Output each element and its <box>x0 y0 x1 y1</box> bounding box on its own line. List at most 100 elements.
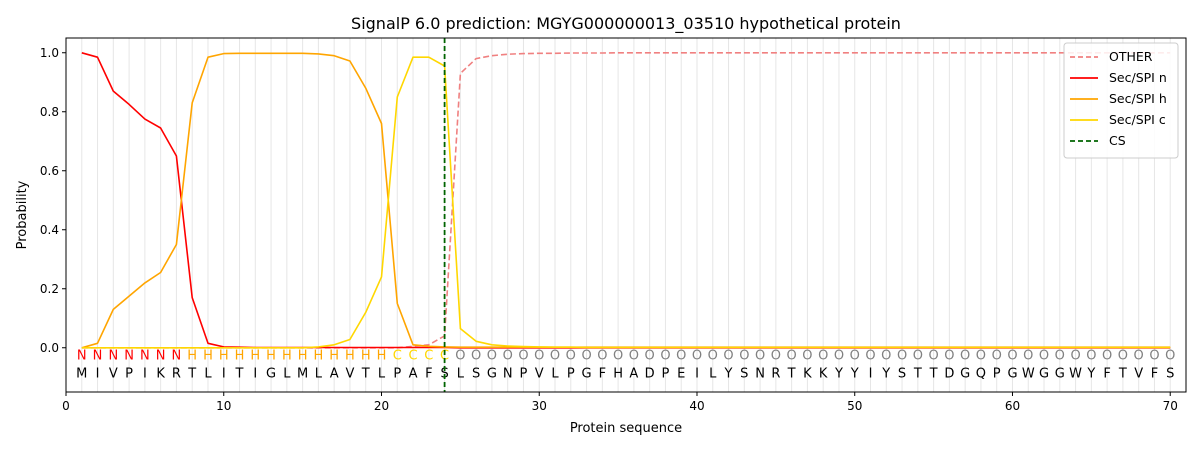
residue-letter: I <box>869 366 873 381</box>
residue-letter: L <box>204 366 212 381</box>
residue-label: O <box>645 349 655 364</box>
residue-letter: T <box>787 366 796 381</box>
residue-letter: L <box>378 366 386 381</box>
y-tick-label: 0.8 <box>40 105 59 119</box>
residue-letter: K <box>819 366 828 381</box>
residue-label: O <box>834 349 844 364</box>
residue-letter: M <box>297 366 308 381</box>
residue-letter: I <box>695 366 699 381</box>
residue-label: O <box>1055 349 1065 364</box>
residue-label: O <box>1086 349 1096 364</box>
residue-letter: I <box>143 366 147 381</box>
y-axis-ticks: 0.0 0.2 0.4 0.6 0.8 1.0 <box>40 46 66 355</box>
residue-label: H <box>298 349 308 364</box>
legend-label: Sec/SPI h <box>1109 91 1167 106</box>
residue-letter: A <box>409 366 418 381</box>
residue-letter: L <box>551 366 559 381</box>
residue-letter: L <box>315 366 323 381</box>
residue-letter: T <box>929 366 938 381</box>
residue-label: O <box>629 349 639 364</box>
residue-label: H <box>345 349 355 364</box>
residue-label: O <box>597 349 607 364</box>
x-tick-label: 50 <box>847 399 862 413</box>
residue-label: H <box>314 349 324 364</box>
residue-label: O <box>928 349 938 364</box>
residue-label: O <box>739 349 749 364</box>
residue-letter: Y <box>724 366 733 381</box>
residue-letter: W <box>1022 366 1035 381</box>
residue-label: O <box>771 349 781 364</box>
grid-lines <box>81 38 1171 392</box>
residue-label: H <box>377 349 387 364</box>
residue-label: O <box>1102 349 1112 364</box>
y-axis-label: Probability <box>15 180 30 249</box>
residue-letter: D <box>944 366 954 381</box>
residue-label: N <box>93 349 103 364</box>
residue-label: N <box>172 349 182 364</box>
x-tick-label: 20 <box>374 399 389 413</box>
residue-label: O <box>613 349 623 364</box>
residue-label: H <box>187 349 197 364</box>
residue-label: N <box>156 349 166 364</box>
residue-letter: W <box>1069 366 1082 381</box>
residue-label: O <box>471 349 481 364</box>
residue-letter: F <box>425 366 432 381</box>
legend-label: Sec/SPI n <box>1109 70 1167 85</box>
x-tick-label: 10 <box>216 399 231 413</box>
residue-label: O <box>581 349 591 364</box>
residue-label: O <box>1023 349 1033 364</box>
residue-label: O <box>487 349 497 364</box>
residue-label: O <box>566 349 576 364</box>
residue-letter: H <box>613 366 623 381</box>
residue-label: O <box>550 349 560 364</box>
residue-label: O <box>660 349 670 364</box>
residue-letter: S <box>898 366 906 381</box>
residue-label: O <box>1007 349 1017 364</box>
residue-letter: Y <box>881 366 890 381</box>
legend-label: CS <box>1109 133 1126 148</box>
residue-letter: P <box>567 366 575 381</box>
residue-label: N <box>108 349 118 364</box>
residue-label: O <box>850 349 860 364</box>
residue-label: O <box>518 349 528 364</box>
residue-label: O <box>503 349 513 364</box>
residue-label: O <box>1134 349 1144 364</box>
residue-label: O <box>944 349 954 364</box>
residue-letter: P <box>662 366 670 381</box>
x-tick-label: 30 <box>532 399 547 413</box>
residue-letter: E <box>677 366 685 381</box>
residue-label: C <box>409 349 418 364</box>
residue-label: O <box>1118 349 1128 364</box>
series-lines <box>81 51 1171 349</box>
x-axis-label: Protein sequence <box>570 421 682 436</box>
residue-letter: D <box>645 366 655 381</box>
plot-frame <box>65 37 1187 393</box>
residue-letter: F <box>1151 366 1158 381</box>
residue-label: O <box>818 349 828 364</box>
residue-letter: Q <box>976 366 986 381</box>
residue-letter: N <box>503 366 513 381</box>
residue-letter: P <box>393 366 401 381</box>
residue-letter: P <box>125 366 133 381</box>
residue-label: H <box>250 349 260 364</box>
series-line-sec-spi-c <box>81 56 1171 349</box>
residue-letter: M <box>76 366 87 381</box>
residue-letter: G <box>582 366 592 381</box>
residue-label: N <box>124 349 134 364</box>
residue-letter: S <box>1166 366 1174 381</box>
residue-label: H <box>266 349 276 364</box>
residue-label: C <box>393 349 402 364</box>
y-tick-label: 0.4 <box>40 223 59 237</box>
residue-letter: T <box>235 366 244 381</box>
residue-label: N <box>77 349 87 364</box>
residue-label: O <box>676 349 686 364</box>
y-tick-label: 0.6 <box>40 164 59 178</box>
residue-label: O <box>976 349 986 364</box>
residue-label: O <box>534 349 544 364</box>
residue-label: O <box>865 349 875 364</box>
residue-letter: A <box>629 366 638 381</box>
y-tick-label: 0.0 <box>40 341 59 355</box>
residue-letter: I <box>96 366 100 381</box>
residue-letter: G <box>266 366 276 381</box>
residue-label: O <box>881 349 891 364</box>
